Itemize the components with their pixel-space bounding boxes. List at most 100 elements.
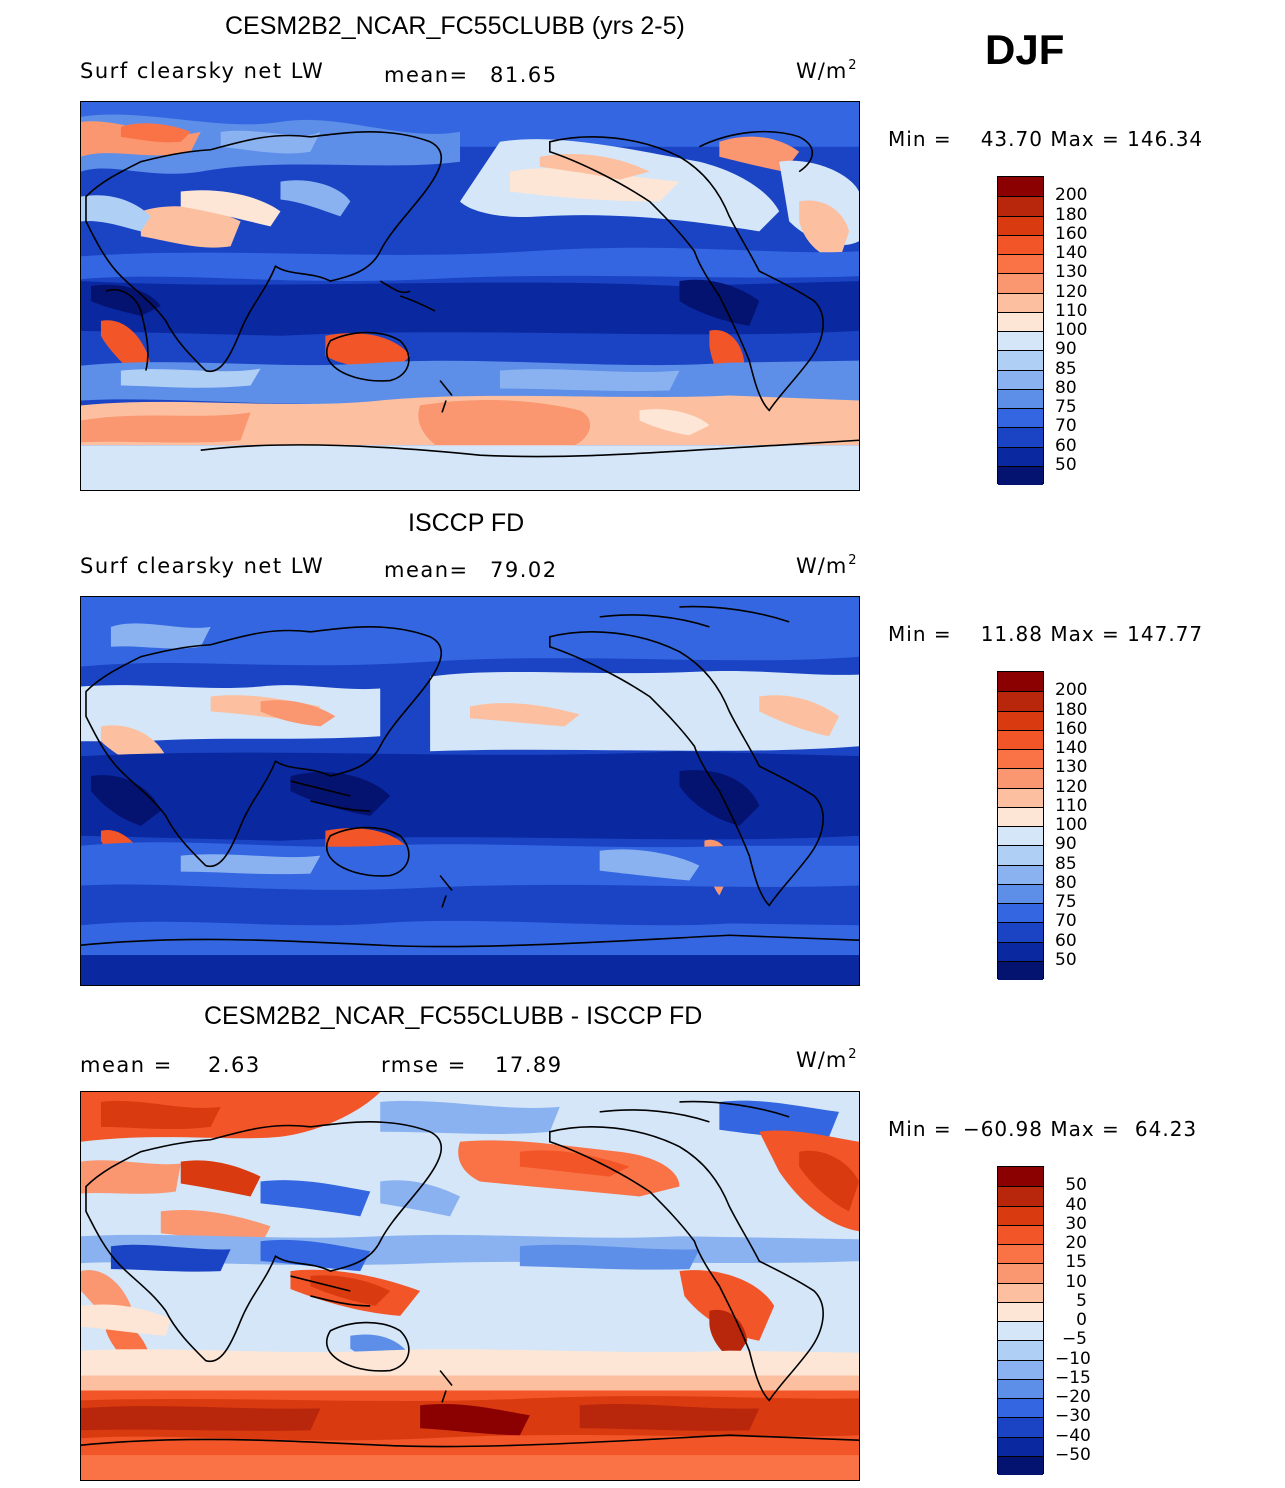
- colorbar-tick-label: 85: [1055, 853, 1077, 874]
- colorbar-segment: [998, 845, 1043, 865]
- colorbar-tick-label: −10: [1055, 1348, 1091, 1369]
- colorbar-tick-label: 120: [1055, 776, 1088, 797]
- colorbar-tick-label: 120: [1055, 281, 1088, 302]
- colorbar-tick-label: 100: [1055, 320, 1088, 340]
- colorbar-segment: [998, 196, 1043, 216]
- colorbar-segment: [998, 311, 1043, 331]
- colorbar-tick-label: 140: [1055, 243, 1088, 263]
- panel2-min-value: 11.88: [980, 622, 1043, 646]
- colorbar-segment: [998, 960, 1043, 980]
- colorbar-segment: [998, 177, 1043, 197]
- colorbar-segment: [998, 408, 1043, 428]
- colorbar-tick-label: 200: [1055, 185, 1088, 206]
- season-label: DJF: [985, 26, 1065, 73]
- panel2-units-sup: 2: [848, 553, 858, 568]
- panel3-map: [80, 1091, 860, 1481]
- colorbar-segment: [998, 864, 1043, 884]
- panel1-map: [80, 101, 860, 491]
- colorbar-tick-label: 75: [1055, 892, 1077, 912]
- colorbar-segment: [998, 1378, 1043, 1398]
- colorbar-tick-label: −20: [1055, 1387, 1091, 1407]
- colorbar-segment: [998, 350, 1043, 370]
- panel2-title: ISCCP FD: [408, 509, 525, 537]
- panel1-units-base: W/m: [796, 59, 848, 83]
- colorbar-segment: [998, 729, 1043, 749]
- colorbar-tick-label: 30: [1065, 1213, 1087, 1234]
- colorbar-segment: [998, 331, 1043, 351]
- panel3-units: W/m2: [796, 1047, 858, 1072]
- colorbar-tick-label: 180: [1055, 204, 1088, 225]
- panel3-min-value: −60.98: [962, 1117, 1043, 1141]
- panel1-mean-value: 81.65: [490, 63, 558, 87]
- panel3-max-label: Max =: [1050, 1117, 1120, 1141]
- panel3-map-svg: [81, 1092, 859, 1480]
- colorbar-segment: [998, 883, 1043, 903]
- panel2-map-svg: [81, 597, 859, 985]
- panel2-variable: Surf clearsky net LW: [80, 554, 325, 578]
- colorbar-segment: [998, 254, 1043, 274]
- panel3-title: CESM2B2_NCAR_FC55CLUBB - ISCCP FD: [204, 1002, 703, 1030]
- colorbar-tick-label: 40: [1065, 1194, 1087, 1215]
- colorbar-tick-label: 60: [1055, 930, 1077, 951]
- panel3-min-label: Min =: [888, 1117, 952, 1141]
- colorbar-segment: [998, 787, 1043, 807]
- colorbar-tick-label: 70: [1055, 911, 1077, 932]
- colorbar-segment: [998, 1321, 1043, 1341]
- colorbar-segment: [998, 1455, 1043, 1475]
- colorbar-tick-label: 200: [1055, 680, 1088, 701]
- colorbar-segment: [998, 691, 1043, 711]
- colorbar-tick-label: 60: [1055, 435, 1077, 456]
- panel3-rmse-value: 17.89: [495, 1053, 563, 1077]
- panel1-map-svg: [81, 102, 859, 490]
- panel1-title: CESM2B2_NCAR_FC55CLUBB (yrs 2-5): [225, 12, 685, 40]
- colorbar-tick-label: −40: [1055, 1425, 1091, 1446]
- panel3-mean-label: mean =: [80, 1053, 173, 1077]
- colorbar-tick-label: 80: [1055, 872, 1077, 893]
- colorbar-tick-label: 130: [1055, 262, 1088, 283]
- colorbar-segment: [998, 1282, 1043, 1302]
- colorbar-segment: [998, 1205, 1043, 1225]
- panel2-units: W/m2: [796, 553, 858, 578]
- panel3-rmse-label: rmse =: [381, 1053, 467, 1077]
- colorbar-segment: [998, 806, 1043, 826]
- colorbar-segment: [998, 941, 1043, 961]
- colorbar-tick-label: 110: [1055, 300, 1088, 321]
- panel2-mean-label: mean=: [384, 558, 469, 582]
- colorbar-tick-label: 70: [1055, 416, 1077, 437]
- colorbar-tick-label: 85: [1055, 358, 1077, 379]
- colorbar-tick-label: −50: [1055, 1444, 1091, 1465]
- colorbar-segment: [998, 1398, 1043, 1418]
- colorbar-tick-label: 140: [1055, 738, 1088, 758]
- colorbar-tick-label: 180: [1055, 699, 1088, 720]
- colorbar-tick-label: −15: [1055, 1367, 1091, 1388]
- colorbar-segment: [998, 922, 1043, 942]
- panel2-min-label: Min =: [888, 622, 952, 646]
- colorbar-tick-label: 100: [1055, 815, 1088, 835]
- colorbar-segment: [998, 1417, 1043, 1437]
- panel3-colorbar: [997, 1166, 1044, 1475]
- panel1-units-sup: 2: [848, 58, 858, 73]
- colorbar-segment: [998, 1244, 1043, 1264]
- panel1-colorbar: [997, 176, 1044, 485]
- panel2-colorbar: [997, 671, 1044, 980]
- panel1-min-value: 43.70: [980, 127, 1043, 151]
- colorbar-segment: [998, 1167, 1043, 1187]
- colorbar-segment: [998, 1263, 1043, 1283]
- colorbar-tick-label: 10: [1065, 1271, 1087, 1292]
- panel1-max-value: 146.34: [1127, 127, 1204, 151]
- colorbar-tick-label: −30: [1055, 1406, 1091, 1427]
- colorbar-segment: [998, 903, 1043, 923]
- colorbar-tick-label: 5: [1076, 1290, 1087, 1311]
- colorbar-tick-label: 130: [1055, 757, 1088, 778]
- colorbar-segment: [998, 768, 1043, 788]
- colorbar-segment: [998, 446, 1043, 466]
- panel2-mean-value: 79.02: [490, 558, 558, 582]
- colorbar-tick-label: 50: [1055, 949, 1077, 970]
- colorbar-tick-label: 20: [1065, 1233, 1087, 1253]
- colorbar-segment: [998, 1186, 1043, 1206]
- colorbar-tick-label: 0: [1076, 1310, 1087, 1330]
- panel2-max-value: 147.77: [1127, 622, 1204, 646]
- panel1-min-label: Min =: [888, 127, 952, 151]
- colorbar-tick-label: 50: [1055, 454, 1077, 475]
- colorbar-tick-label: 50: [1065, 1175, 1087, 1196]
